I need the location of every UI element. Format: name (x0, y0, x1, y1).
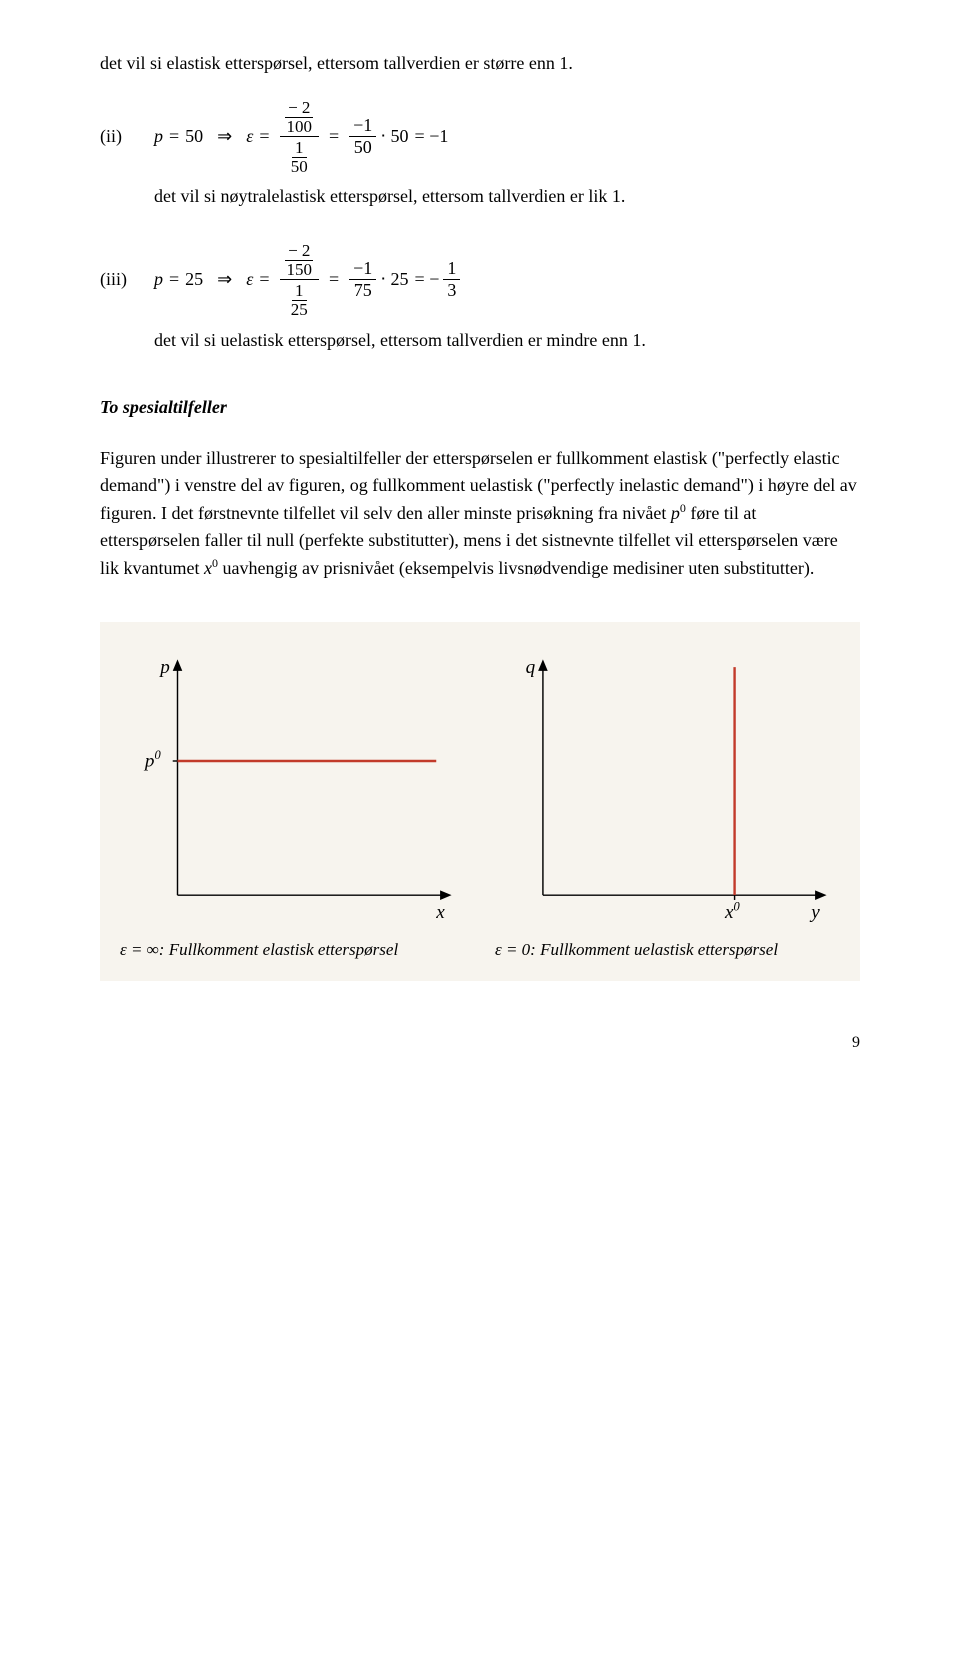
eq-sign: = (169, 266, 179, 293)
eq-iii-frac2: −1 75 (349, 258, 376, 300)
epsilon-symbol: ε (246, 123, 253, 150)
implies-arrow: ⇒ (217, 123, 232, 150)
left-x-label: x (435, 902, 445, 923)
left-y-tick: p0 (143, 748, 162, 772)
page-number: 9 (100, 1031, 860, 1055)
graph-left-svg: p p0 x (120, 646, 465, 934)
symbol-x: x (204, 558, 212, 578)
implies-arrow: ⇒ (217, 266, 232, 293)
left-y-label: p (158, 657, 170, 678)
eq-ii-pval: 50 (185, 123, 203, 150)
symbol-p: p (671, 503, 680, 523)
eq-iii-rhs-pre: = − (415, 266, 440, 293)
text-line-1: det vil si elastisk etterspørsel, etters… (100, 50, 860, 77)
eq-ii-frac1: − 2 100 1 50 (280, 97, 320, 175)
right-y-label: q (526, 657, 536, 678)
equation-ii: (ii) p = 50 ⇒ ε = − 2 100 1 50 = −1 50 ⋅… (100, 97, 860, 175)
right-caption: ε = 0: Fullkomment uelastisk etterspørse… (495, 937, 840, 963)
eq-sign: = (329, 123, 339, 150)
eq-ii-frac2: −1 50 (349, 115, 376, 157)
eq-ii-lhs-var: p (154, 123, 163, 150)
graph-right: q x0 y ε = 0: Fullkomment uelastisk ette… (495, 646, 840, 963)
graph-left: p p0 x ε = ∞: Fullkomment elastisk etter… (120, 646, 465, 963)
body-text-c: uavhengig av prisnivået (eksempelvis liv… (218, 558, 814, 578)
eq-label-ii: (ii) (100, 123, 154, 150)
eq-sign: = (329, 266, 339, 293)
graph-right-svg: q x0 y (495, 646, 840, 934)
body-paragraph: Figuren under illustrerer to spesialtilf… (100, 445, 860, 582)
epsilon-symbol: ε (246, 266, 253, 293)
section-heading: To spesialtilfeller (100, 394, 860, 421)
eq-sign: = (169, 123, 179, 150)
eq-iii-rhs-frac: 1 3 (443, 258, 460, 300)
right-x-tick: x0 (724, 899, 741, 923)
figure-container: p p0 x ε = ∞: Fullkomment elastisk etter… (100, 622, 860, 981)
eq-sign: = (259, 123, 269, 150)
eq-ii-rhs: = −1 (415, 123, 449, 150)
equation-iii: (iii) p = 25 ⇒ ε = − 2 150 1 25 = −1 75 … (100, 240, 860, 318)
eq-ii-mult: ⋅ 50 (380, 123, 408, 150)
right-x-label: y (809, 902, 820, 923)
eq-sign: = (259, 266, 269, 293)
text-line-3: det vil si uelastisk etterspørsel, etter… (154, 327, 860, 354)
eq-iii-lhs-var: p (154, 266, 163, 293)
eq-label-iii: (iii) (100, 266, 154, 293)
left-caption: ε = ∞: Fullkomment elastisk etterspørsel (120, 937, 465, 963)
text-line-2: det vil si nøytralelastisk etterspørsel,… (154, 183, 860, 210)
eq-iii-pval: 25 (185, 266, 203, 293)
eq-iii-frac1: − 2 150 1 25 (280, 240, 320, 318)
eq-iii-mult: ⋅ 25 (380, 266, 408, 293)
